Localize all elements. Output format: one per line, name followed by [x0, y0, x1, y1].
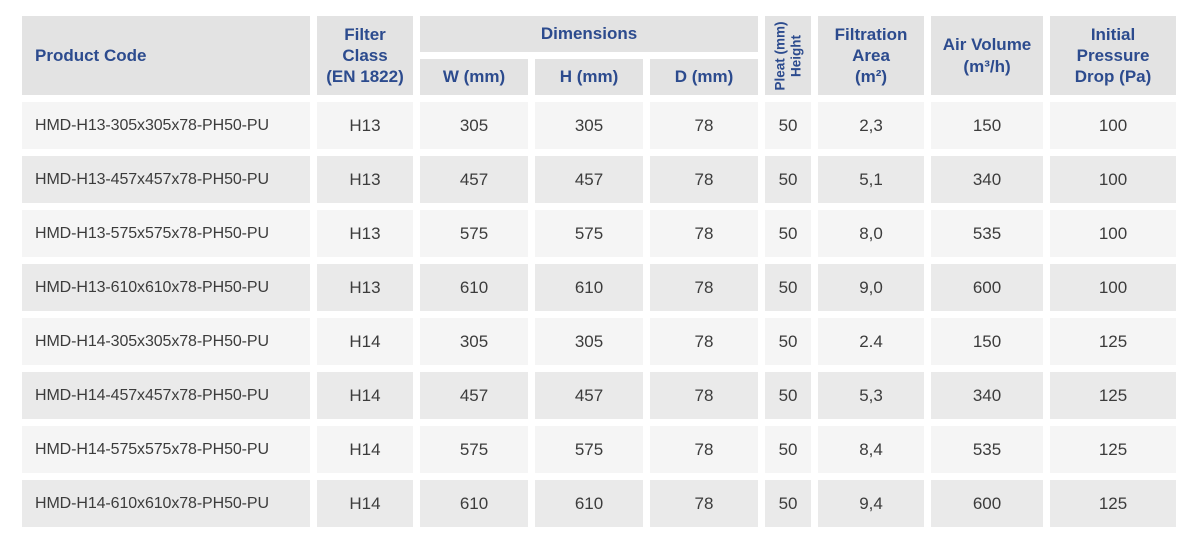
cell-initial-pressure-drop: 100 — [1050, 156, 1177, 203]
cell-height: 575 — [535, 210, 643, 257]
cell-filtration-area: 5,3 — [818, 372, 925, 419]
cell-depth: 78 — [650, 210, 759, 257]
cell-product-code: HMD-H14-457x457x78-PH50-PU — [22, 372, 310, 419]
cell-filtration-area: 2.4 — [818, 318, 925, 365]
table-row: HMD-H13-610x610x78-PH50-PU H13 610 610 7… — [22, 264, 1177, 311]
cell-pleat-height: 50 — [765, 480, 812, 527]
cell-air-volume: 535 — [931, 210, 1044, 257]
cell-product-code: HMD-H13-575x575x78-PH50-PU — [22, 210, 310, 257]
cell-filtration-area: 9,4 — [818, 480, 925, 527]
table-row: HMD-H14-457x457x78-PH50-PU H14 457 457 7… — [22, 372, 1177, 419]
cell-filter-class: H14 — [317, 480, 413, 527]
table-row: HMD-H14-610x610x78-PH50-PU H14 610 610 7… — [22, 480, 1177, 527]
cell-filter-class: H13 — [317, 264, 413, 311]
col-header-filtration-area: Filtration Area (m²) — [818, 16, 925, 95]
cell-height: 305 — [535, 102, 643, 149]
cell-initial-pressure-drop: 100 — [1050, 264, 1177, 311]
cell-filter-class: H14 — [317, 318, 413, 365]
cell-depth: 78 — [650, 102, 759, 149]
col-header-width-mm: W (mm) — [420, 59, 528, 95]
cell-filter-class: H13 — [317, 210, 413, 257]
cell-air-volume: 340 — [931, 372, 1044, 419]
col-header-initial-pressure-drop: Initial Pressure Drop (Pa) — [1050, 16, 1177, 95]
cell-air-volume: 600 — [931, 480, 1044, 527]
cell-air-volume: 150 — [931, 102, 1044, 149]
col-header-pleat-height: Pleat (mm) Height — [765, 16, 812, 95]
cell-pleat-height: 50 — [765, 210, 812, 257]
cell-product-code: HMD-H13-305x305x78-PH50-PU — [22, 102, 310, 149]
cell-air-volume: 600 — [931, 264, 1044, 311]
cell-pleat-height: 50 — [765, 264, 812, 311]
cell-pleat-height: 50 — [765, 372, 812, 419]
cell-width: 575 — [420, 210, 528, 257]
cell-depth: 78 — [650, 156, 759, 203]
cell-height: 610 — [535, 480, 643, 527]
col-header-air-volume: Air Volume (m³/h) — [931, 16, 1044, 95]
cell-pleat-height: 50 — [765, 102, 812, 149]
cell-depth: 78 — [650, 318, 759, 365]
datasheet-page: Product Code Filter Class (EN 1822) Dime… — [15, 9, 1183, 534]
table-body: HMD-H13-305x305x78-PH50-PU H13 305 305 7… — [22, 102, 1177, 527]
cell-product-code: HMD-H13-457x457x78-PH50-PU — [22, 156, 310, 203]
cell-filtration-area: 9,0 — [818, 264, 925, 311]
col-header-height-mm: H (mm) — [535, 59, 643, 95]
cell-pleat-height: 50 — [765, 318, 812, 365]
cell-initial-pressure-drop: 125 — [1050, 318, 1177, 365]
cell-width: 575 — [420, 426, 528, 473]
cell-height: 575 — [535, 426, 643, 473]
cell-width: 457 — [420, 156, 528, 203]
table-header: Product Code Filter Class (EN 1822) Dime… — [22, 16, 1177, 95]
table-row: HMD-H13-457x457x78-PH50-PU H13 457 457 7… — [22, 156, 1177, 203]
table-row: HMD-H13-305x305x78-PH50-PU H13 305 305 7… — [22, 102, 1177, 149]
col-header-dimensions: Dimensions — [420, 16, 759, 52]
cell-depth: 78 — [650, 426, 759, 473]
cell-filter-class: H13 — [317, 156, 413, 203]
cell-air-volume: 340 — [931, 156, 1044, 203]
col-header-depth-mm: D (mm) — [650, 59, 759, 95]
cell-depth: 78 — [650, 372, 759, 419]
cell-product-code: HMD-H14-575x575x78-PH50-PU — [22, 426, 310, 473]
cell-width: 610 — [420, 480, 528, 527]
header-row-top: Product Code Filter Class (EN 1822) Dime… — [22, 16, 1177, 95]
col-header-product-code: Product Code — [22, 16, 310, 95]
cell-filtration-area: 5,1 — [818, 156, 925, 203]
cell-product-code: HMD-H14-305x305x78-PH50-PU — [22, 318, 310, 365]
cell-pleat-height: 50 — [765, 156, 812, 203]
cell-filter-class: H14 — [317, 426, 413, 473]
cell-height: 305 — [535, 318, 643, 365]
cell-initial-pressure-drop: 100 — [1050, 102, 1177, 149]
cell-width: 457 — [420, 372, 528, 419]
cell-width: 305 — [420, 102, 528, 149]
filter-spec-table: Product Code Filter Class (EN 1822) Dime… — [15, 9, 1183, 534]
cell-air-volume: 535 — [931, 426, 1044, 473]
cell-filtration-area: 2,3 — [818, 102, 925, 149]
cell-depth: 78 — [650, 480, 759, 527]
cell-initial-pressure-drop: 100 — [1050, 210, 1177, 257]
cell-filter-class: H14 — [317, 372, 413, 419]
cell-initial-pressure-drop: 125 — [1050, 372, 1177, 419]
header-row-sub: W (mm) H (mm) D (mm) — [22, 59, 1176, 95]
cell-pleat-height: 50 — [765, 426, 812, 473]
cell-product-code: HMD-H13-610x610x78-PH50-PU — [22, 264, 310, 311]
cell-filtration-area: 8,0 — [818, 210, 925, 257]
cell-filter-class: H13 — [317, 102, 413, 149]
cell-initial-pressure-drop: 125 — [1050, 426, 1177, 473]
cell-height: 610 — [535, 264, 643, 311]
table-row: HMD-H13-575x575x78-PH50-PU H13 575 575 7… — [22, 210, 1177, 257]
cell-height: 457 — [535, 156, 643, 203]
cell-width: 305 — [420, 318, 528, 365]
cell-width: 610 — [420, 264, 528, 311]
cell-product-code: HMD-H14-610x610x78-PH50-PU — [22, 480, 310, 527]
cell-initial-pressure-drop: 125 — [1050, 480, 1177, 527]
cell-filtration-area: 8,4 — [818, 426, 925, 473]
pleat-height-rotated-label: Pleat (mm) Height — [772, 20, 804, 91]
cell-height: 457 — [535, 372, 643, 419]
cell-depth: 78 — [650, 264, 759, 311]
cell-air-volume: 150 — [931, 318, 1044, 365]
col-header-filter-class: Filter Class (EN 1822) — [317, 16, 413, 95]
table-row: HMD-H14-575x575x78-PH50-PU H14 575 575 7… — [22, 426, 1177, 473]
table-row: HMD-H14-305x305x78-PH50-PU H14 305 305 7… — [22, 318, 1177, 365]
